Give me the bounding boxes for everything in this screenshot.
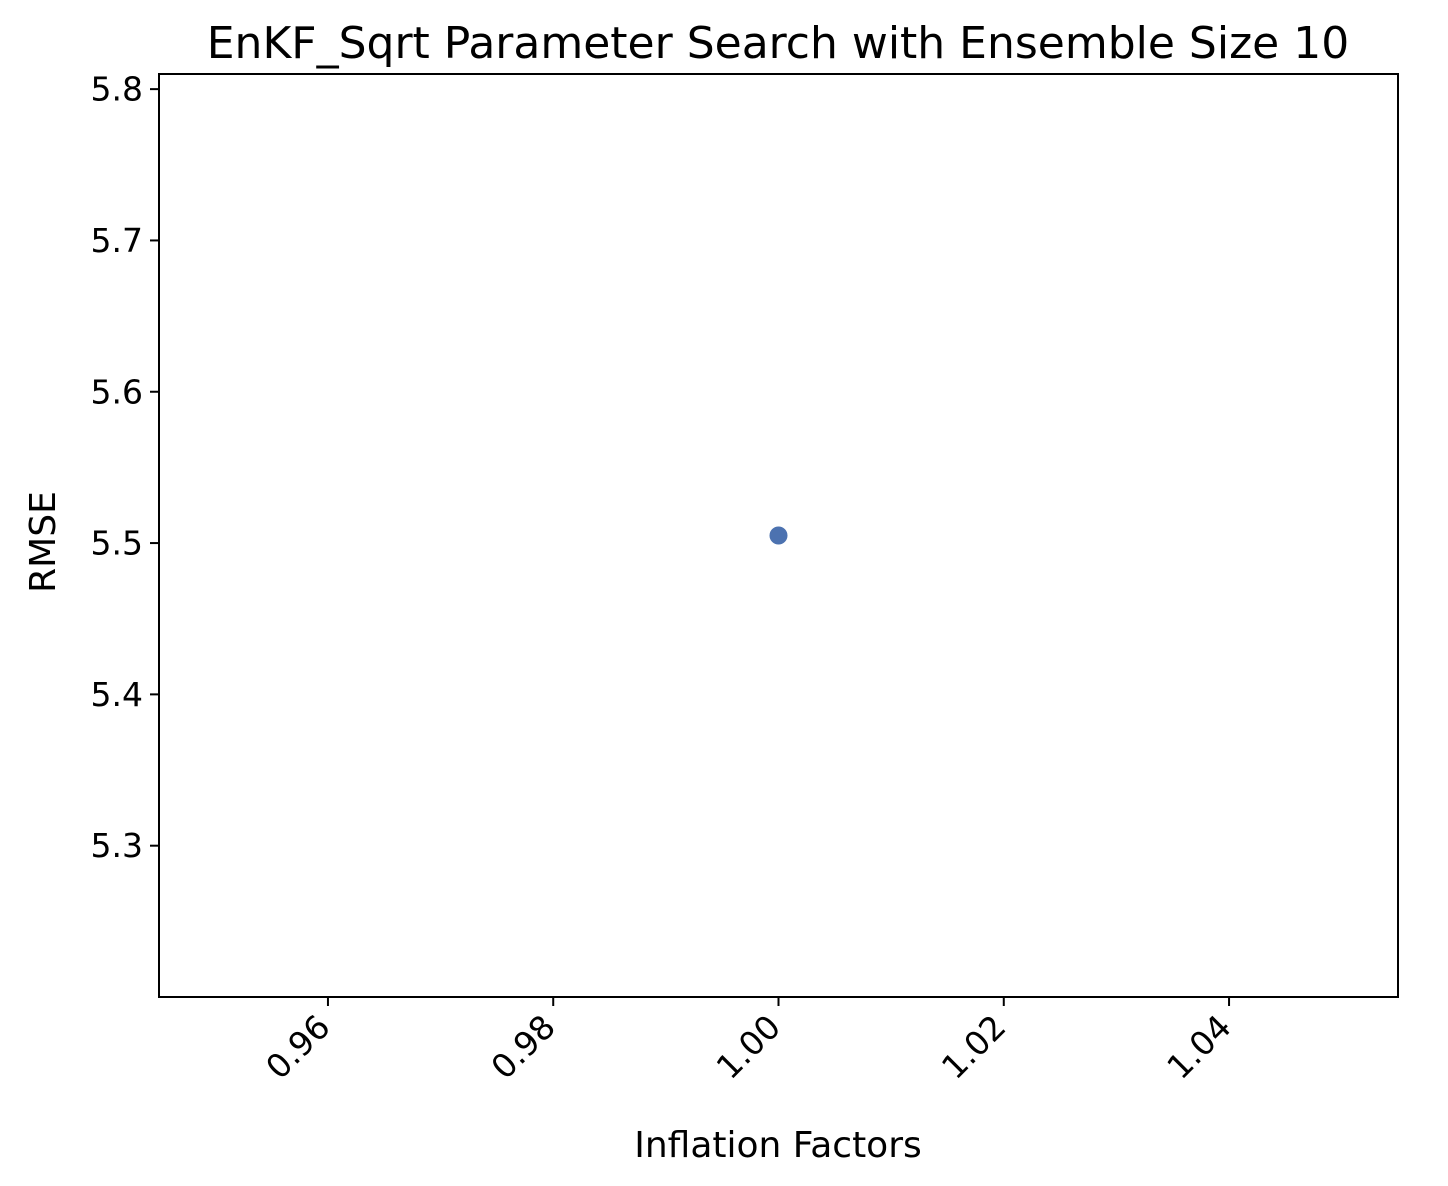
y-axis: 5.3 5.4 5.5 5.6 5.7 5.8 bbox=[91, 70, 159, 865]
data-point bbox=[769, 526, 788, 545]
chart-title: EnKF_Sqrt Parameter Search with Ensemble… bbox=[207, 18, 1349, 69]
y-tick-label: 5.8 bbox=[91, 70, 143, 109]
y-tick-label: 5.5 bbox=[91, 524, 143, 563]
data-points bbox=[769, 526, 788, 545]
y-axis-label: RMSE bbox=[23, 491, 64, 593]
y-tick-label: 5.6 bbox=[91, 372, 143, 411]
y-tick-label: 5.4 bbox=[91, 675, 143, 714]
x-axis-label: Inflation Factors bbox=[634, 1125, 922, 1166]
y-tick-label: 5.3 bbox=[91, 826, 143, 865]
y-tick-label: 5.7 bbox=[91, 221, 143, 260]
